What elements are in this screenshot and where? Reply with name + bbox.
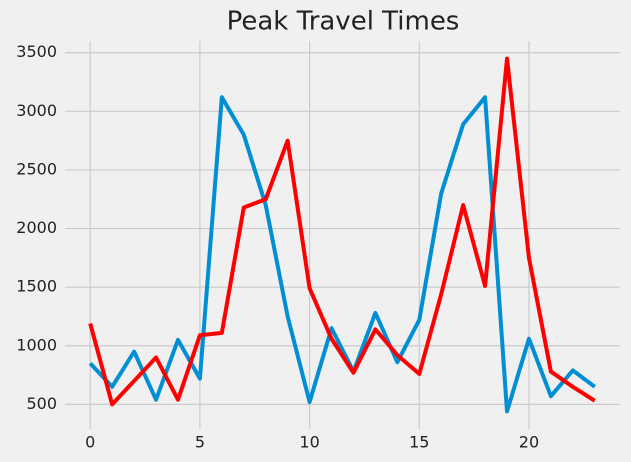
x-tick-label: 5 — [195, 433, 205, 452]
x-tick-label: 20 — [519, 433, 539, 452]
line-series — [88, 95, 596, 414]
y-tick-label: 2500 — [16, 159, 57, 178]
y-tick-label: 1000 — [16, 335, 57, 354]
line-series — [88, 56, 596, 407]
y-tick-label: 2000 — [16, 218, 57, 237]
y-tick-label: 500 — [26, 394, 57, 413]
chart-title: Peak Travel Times — [227, 7, 460, 37]
y-tick-label: 1500 — [16, 277, 57, 296]
y-tick-label: 3500 — [16, 42, 57, 61]
x-tick-label: 0 — [85, 433, 95, 452]
x-tick-label: 15 — [409, 433, 429, 452]
x-tick-label: 10 — [299, 433, 319, 452]
y-tick-label: 3000 — [16, 101, 57, 120]
